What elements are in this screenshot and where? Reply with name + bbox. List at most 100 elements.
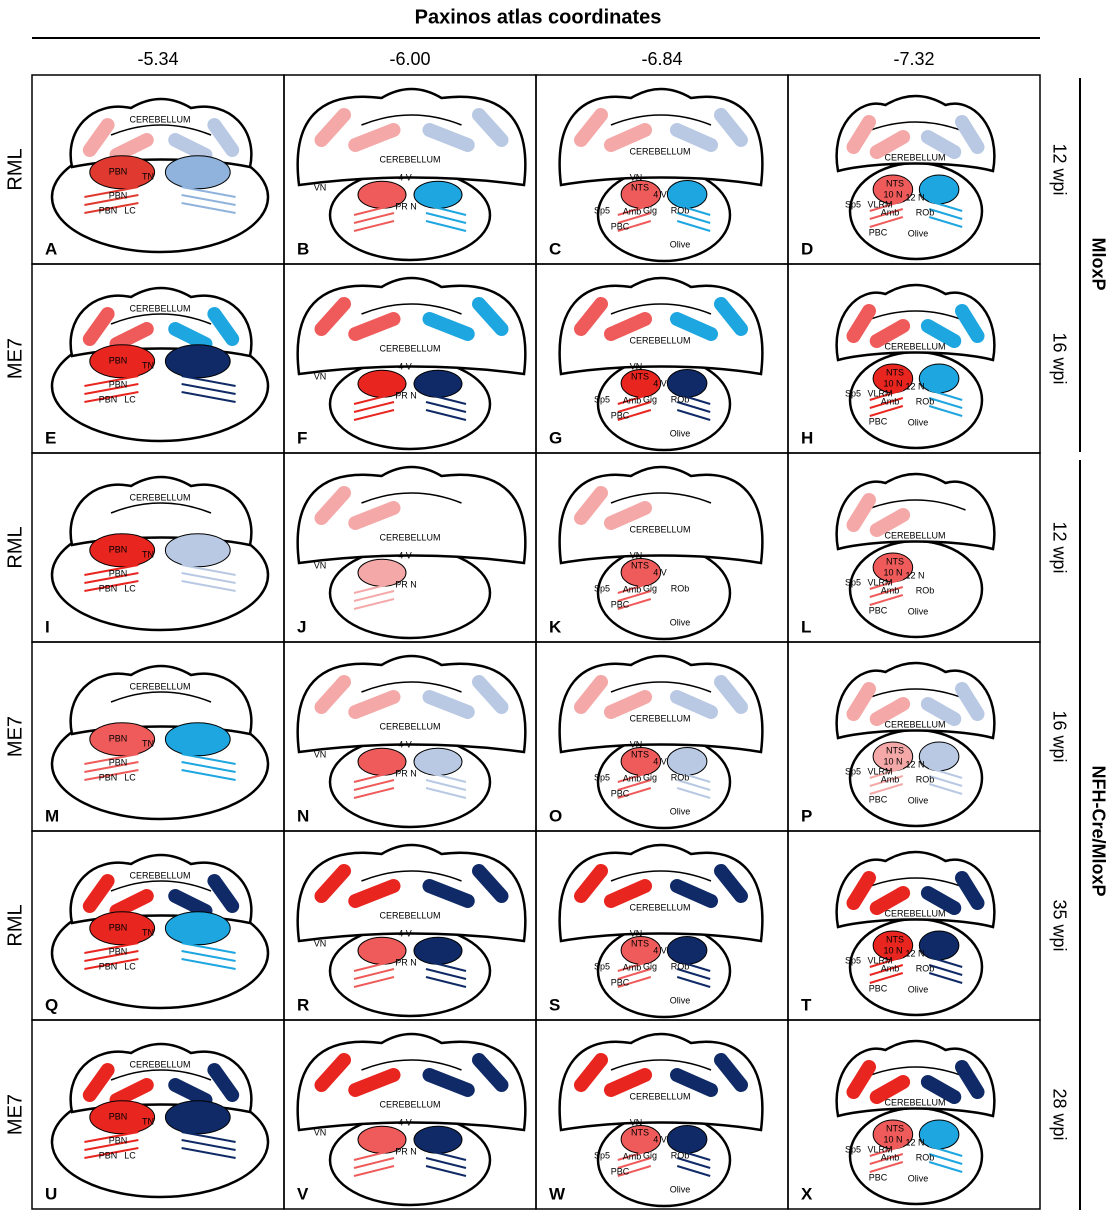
row-label: ME7 xyxy=(4,1094,26,1135)
hatch xyxy=(676,393,711,405)
hatch xyxy=(84,1147,139,1159)
lesion-stripe xyxy=(604,879,652,908)
atlas-label: VN xyxy=(314,749,327,759)
hatch xyxy=(425,960,467,972)
lesion-stripe xyxy=(920,1075,962,1104)
atlas-label: 10 N xyxy=(883,756,902,766)
atlas-label: ROb xyxy=(916,396,935,406)
atlas-label: ROb xyxy=(916,774,935,784)
hatch xyxy=(869,216,904,228)
fissure xyxy=(610,303,712,315)
lesion-stripe xyxy=(714,1053,748,1092)
atlas-label: Olive xyxy=(908,228,929,238)
lesion-stripe xyxy=(869,886,911,915)
atlas-label: PBN xyxy=(109,379,128,389)
cerebellum-outline xyxy=(558,465,764,565)
atlas-label: CEREBELLUM xyxy=(129,114,190,124)
hatch xyxy=(676,771,711,783)
nucleus-patch xyxy=(89,1100,156,1135)
atlas-label: Gig xyxy=(643,205,657,215)
atlas-label: 10 N xyxy=(883,378,902,388)
lesion-stripe xyxy=(109,889,154,918)
fissure xyxy=(610,114,712,126)
hatch xyxy=(84,958,139,970)
lesion-stripe xyxy=(846,871,876,910)
panel-letter: P xyxy=(801,806,812,825)
atlas-label: TN xyxy=(142,171,154,181)
lesion-stripe xyxy=(714,675,748,714)
hatch xyxy=(869,972,904,984)
hatch xyxy=(353,771,395,783)
atlas-label: PBN xyxy=(109,1111,128,1121)
hatch xyxy=(353,976,395,988)
lesion-stripe xyxy=(574,864,608,903)
panel: CEREBELLUM VN 4 V PR N V xyxy=(283,1019,537,1210)
hatch xyxy=(353,409,395,421)
atlas-label: 4 V xyxy=(653,189,667,199)
fissure xyxy=(865,1066,966,1078)
hatch xyxy=(84,202,139,214)
lesion-stripe xyxy=(920,886,962,915)
lesion-stripe xyxy=(422,312,475,341)
atlas-label: Sp5 xyxy=(845,766,861,776)
atlas-label: CEREBELLUM xyxy=(129,492,190,502)
panel: CEREBELLUM VN 4 V PR N N xyxy=(283,641,537,832)
lesion-stripe xyxy=(207,307,240,346)
atlas-label: Amb xyxy=(623,1151,642,1161)
lesion-stripe xyxy=(314,108,351,147)
fissure xyxy=(110,313,212,325)
atlas-label: CEREBELLUM xyxy=(379,910,440,920)
fissure xyxy=(110,1069,212,1081)
cerebellum-outline xyxy=(558,843,764,943)
lesion-stripe xyxy=(348,123,401,152)
hatch xyxy=(181,942,236,954)
hatch xyxy=(353,1165,395,1177)
atlas-label: Olive xyxy=(670,239,691,249)
nucleus-patch xyxy=(918,174,960,205)
atlas-label: Sp5 xyxy=(845,577,861,587)
hatch xyxy=(425,1149,467,1161)
atlas-label: TN xyxy=(142,927,154,937)
lesion-stripe xyxy=(574,1053,608,1092)
lesion-stripe xyxy=(109,133,154,162)
atlas-label: CEREBELLUM xyxy=(379,1099,440,1109)
brainstem-outline xyxy=(596,734,732,830)
group-label: MloxP xyxy=(1088,237,1108,290)
atlas-label: Sp5 xyxy=(594,772,610,782)
atlas-label: ROb xyxy=(671,1150,690,1160)
panel-letter: K xyxy=(549,617,562,636)
panel-letter: J xyxy=(297,617,306,636)
atlas-label: CEREBELLUM xyxy=(629,902,690,912)
brainstem-outline xyxy=(596,1112,732,1208)
atlas-label: VLRM xyxy=(867,577,892,587)
hatch xyxy=(617,582,652,594)
lesion-stripe xyxy=(670,312,718,341)
lesion-stripe xyxy=(955,304,985,343)
panel-letter: A xyxy=(45,239,57,258)
hatch xyxy=(869,208,904,220)
nucleus-patch xyxy=(666,1125,708,1154)
panel: CEREBELLUM VN 4 V PR N B xyxy=(283,74,537,265)
atlas-label: CEREBELLUM xyxy=(884,908,945,918)
nucleus-patch xyxy=(413,180,463,209)
time-label: 16 wpi xyxy=(1049,332,1069,384)
atlas-label: Gig xyxy=(643,394,657,404)
fissure xyxy=(361,870,462,882)
atlas-label: Gig xyxy=(643,583,657,593)
atlas-label: Sp5 xyxy=(845,199,861,209)
lesion-stripe xyxy=(670,879,718,908)
hatch xyxy=(869,1153,904,1165)
hatch xyxy=(869,594,904,606)
nucleus-patch xyxy=(666,369,708,398)
atlas-label: 4 V xyxy=(398,550,412,560)
lesion-stripe xyxy=(670,123,718,152)
lesion-stripe xyxy=(168,1078,213,1107)
atlas-label: VLRM xyxy=(867,388,892,398)
atlas-label: CEREBELLUM xyxy=(129,303,190,313)
atlas-label: PBC xyxy=(611,1166,630,1176)
atlas-label: CEREBELLUM xyxy=(884,719,945,729)
hatch xyxy=(84,194,139,206)
hatch xyxy=(181,958,236,970)
